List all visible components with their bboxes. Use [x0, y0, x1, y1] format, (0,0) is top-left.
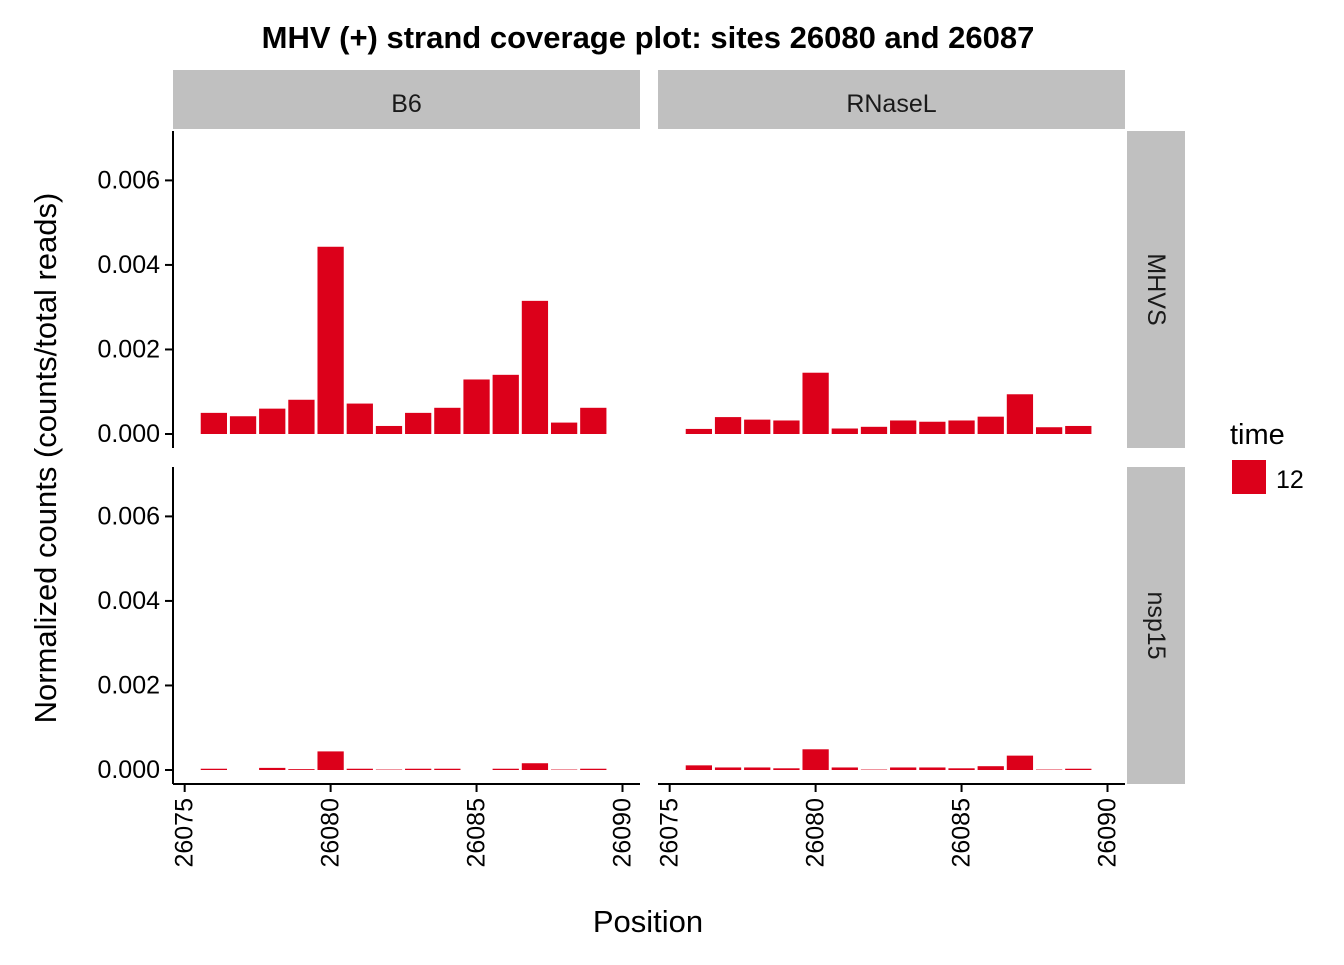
bar	[1007, 756, 1033, 770]
bar	[773, 420, 799, 434]
y-axis-label: Normalized counts (counts/total reads)	[28, 193, 63, 724]
bar	[522, 763, 548, 770]
bar	[493, 375, 519, 434]
bar	[317, 751, 343, 770]
bar	[580, 408, 606, 434]
bar	[686, 765, 712, 770]
bar	[522, 301, 548, 434]
bar	[201, 413, 227, 434]
bar	[978, 766, 1004, 770]
x-tick-label: 26090	[608, 798, 636, 868]
bar	[493, 769, 519, 770]
bar	[376, 426, 402, 434]
chart-title: MHV (+) strand coverage plot: sites 2608…	[262, 20, 1035, 55]
x-tick-label: 26080	[802, 798, 830, 868]
bar	[744, 420, 770, 434]
row-strip-label: MHVS	[1142, 253, 1170, 325]
bar	[1065, 426, 1091, 434]
bar	[434, 769, 460, 770]
y-tick-label: 0.004	[97, 587, 160, 615]
bar	[259, 768, 285, 770]
bar	[580, 769, 606, 770]
bar	[1007, 394, 1033, 434]
bar	[347, 769, 373, 770]
y-tick-label: 0.006	[97, 166, 160, 194]
bar	[259, 409, 285, 434]
x-axis-label: Position	[593, 904, 703, 939]
bar	[890, 767, 916, 770]
x-tick-label: 26075	[656, 798, 684, 868]
bar	[832, 429, 858, 434]
bar	[463, 379, 489, 434]
x-tick-label: 26075	[171, 798, 199, 868]
bar	[773, 768, 799, 770]
x-tick-label: 26080	[317, 798, 345, 868]
bar	[405, 769, 431, 770]
bar	[978, 417, 1004, 434]
y-tick-label: 0.000	[97, 420, 160, 448]
bar	[861, 427, 887, 434]
legend: time 12	[1230, 419, 1304, 494]
y-tick-label: 0.000	[97, 756, 160, 784]
bar	[405, 413, 431, 434]
column-strip-label: B6	[391, 90, 422, 118]
row-strip-label: nsp15	[1142, 591, 1170, 659]
bar	[919, 767, 945, 770]
bar	[551, 423, 577, 434]
bar	[230, 416, 256, 434]
bar	[802, 749, 828, 770]
x-tick-label: 26085	[948, 798, 976, 868]
legend-title: time	[1230, 419, 1285, 451]
legend-label: 12	[1276, 466, 1304, 494]
y-tick-label: 0.004	[97, 251, 160, 279]
column-strip-label: RNaseL	[846, 90, 936, 118]
bar	[288, 769, 314, 770]
bar	[1065, 769, 1091, 770]
bar	[1036, 427, 1062, 434]
y-tick-label: 0.002	[97, 335, 160, 363]
bar	[890, 420, 916, 434]
bar	[715, 767, 741, 770]
bar	[715, 417, 741, 434]
bar	[686, 429, 712, 434]
bar	[201, 769, 227, 770]
legend-swatch	[1232, 460, 1266, 494]
bar	[832, 767, 858, 770]
bar	[948, 768, 974, 770]
bar	[317, 247, 343, 434]
bar	[919, 422, 945, 434]
bar	[744, 767, 770, 770]
bar	[434, 408, 460, 434]
x-tick-label: 26085	[463, 798, 491, 868]
x-tick-label: 26090	[1093, 798, 1121, 868]
facet-panels: B6 RNaseL MHVS nsp15 0.000 0.002 0.004 0.006 0.0…	[97, 70, 1185, 868]
bar	[347, 404, 373, 434]
y-tick-label: 0.002	[97, 671, 160, 699]
bar	[802, 373, 828, 434]
y-tick-label: 0.006	[97, 502, 160, 530]
bar	[948, 420, 974, 434]
bar	[288, 400, 314, 434]
